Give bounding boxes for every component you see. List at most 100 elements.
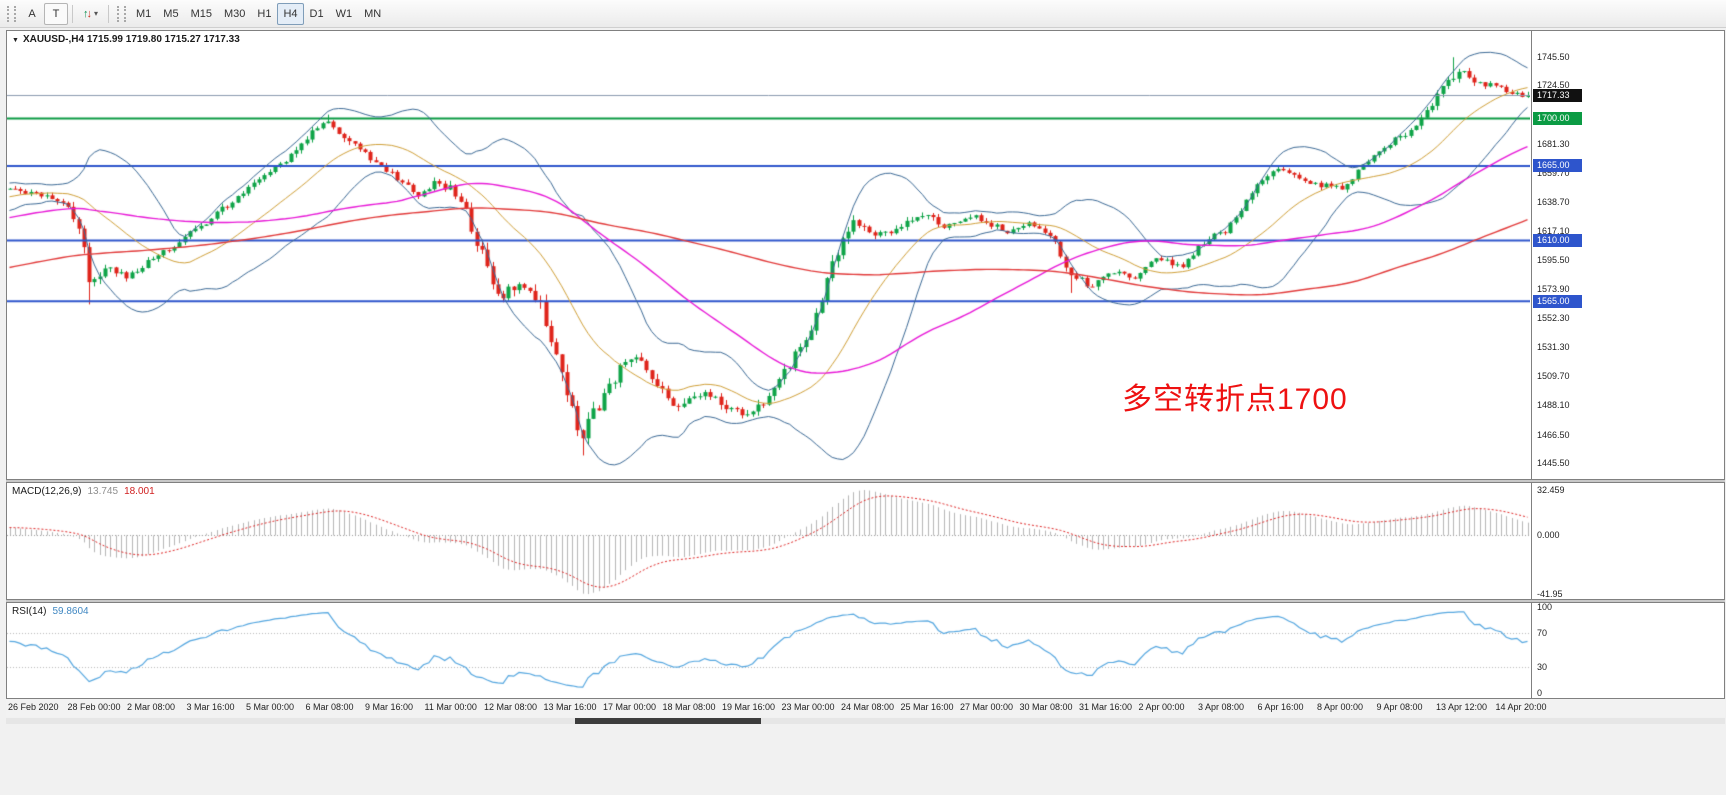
rsi-name: RSI(14) (12, 606, 47, 617)
time-axis-label: 12 Mar 08:00 (484, 702, 538, 712)
rsi-plot (7, 603, 1532, 698)
timeframe-button-m1[interactable]: M1 (130, 3, 157, 25)
time-axis-label: 6 Mar 08:00 (305, 702, 354, 712)
main-chart-canvas[interactable] (7, 31, 1530, 479)
rsi-canvas[interactable] (7, 603, 1530, 698)
arrow-down-icon: ↓ (86, 7, 93, 20)
price-tick-label: 1681.30 (1537, 138, 1570, 149)
macd-axis-label: -41.95 (1537, 589, 1563, 600)
chart-symbol-triangle-icon: ▼ (12, 37, 19, 44)
time-axis-label: 3 Mar 16:00 (186, 702, 235, 712)
time-axis-label: 31 Mar 16:00 (1079, 702, 1133, 712)
time-axis-label: 30 Mar 08:00 (1019, 702, 1073, 712)
time-axis-label: 2 Mar 08:00 (127, 702, 176, 712)
time-axis-label: 27 Mar 00:00 (960, 702, 1014, 712)
time-axis-label: 24 Mar 08:00 (841, 702, 895, 712)
macd-name: MACD(12,26,9) (12, 486, 82, 497)
chart-text-annotation[interactable]: 多空转折点1700 (1122, 383, 1348, 416)
chart-ohlc-text: XAUUSD-,H4 1715.99 1719.80 1715.27 1717.… (22, 34, 240, 45)
price-tick-label: 1488.10 (1537, 400, 1570, 411)
toolbar-grip[interactable] (7, 5, 16, 22)
price-level-tag: 1565.00 (1533, 294, 1582, 308)
timeframe-button-w1[interactable]: W1 (330, 3, 359, 25)
timeframe-button-h4[interactable]: H4 (277, 2, 304, 25)
time-axis-label: 9 Mar 16:00 (365, 702, 414, 712)
macd-main-value: 13.745 (87, 486, 119, 497)
price-tick-label: 1724.50 (1537, 80, 1570, 91)
timeframe-button-m5[interactable]: M5 (157, 3, 184, 25)
time-axis-label: 19 Mar 16:00 (722, 702, 776, 712)
bottom-area (0, 717, 1726, 795)
price-tick-label: 1509.70 (1537, 371, 1570, 382)
timeframe-button-group: M1 M5 M15 M30 H1 H4 D1 W1 MN (130, 2, 387, 25)
h-scrollbar-track[interactable] (6, 718, 1725, 724)
time-axis-label: 8 Apr 00:00 (1317, 702, 1364, 712)
text-label-tool-button[interactable]: A (20, 3, 44, 25)
time-axis[interactable] (6, 699, 1725, 717)
arrow-up-icon: ↑ (83, 7, 89, 20)
time-axis-label: 28 Feb 00:00 (67, 702, 121, 712)
arrows-dropdown-button[interactable]: ↑ ↓ ▾ (77, 3, 104, 25)
rsi-axis-label: 100 (1537, 602, 1553, 612)
h-scrollbar-thumb[interactable] (575, 718, 761, 724)
chart-ohlc-header: ▼ XAUUSD-,H4 1715.99 1719.80 1715.27 1717… (12, 34, 240, 45)
price-tick-label: 1745.50 (1537, 51, 1570, 62)
timeframe-button-m30[interactable]: M30 (218, 3, 251, 25)
rsi-label: RSI(14) 59.8604 (12, 606, 89, 617)
macd-plot (7, 483, 1532, 599)
time-axis-label: 2 Apr 00:00 (1138, 702, 1185, 712)
time-axis-label: 23 Mar 00:00 (781, 702, 835, 712)
time-axis-label: 25 Mar 16:00 (900, 702, 954, 712)
toolbar-grip[interactable] (117, 5, 127, 22)
panel-splitter[interactable] (6, 600, 1725, 602)
time-axis-label: 13 Mar 16:00 (543, 702, 597, 712)
timeframe-button-h1[interactable]: H1 (251, 3, 277, 25)
time-axis-label: 17 Mar 00:00 (603, 702, 657, 712)
time-axis-label: 6 Apr 16:00 (1257, 702, 1304, 712)
main-chart-plot (7, 31, 1532, 479)
time-axis-label: 5 Mar 00:00 (246, 702, 295, 712)
price-tick-label: 1552.30 (1537, 313, 1570, 324)
rsi-axis-label: 30 (1537, 662, 1548, 673)
time-axis-label: 9 Apr 08:00 (1376, 702, 1423, 712)
price-tick-label: 1445.50 (1537, 458, 1570, 469)
macd-signal-value: 18.001 (124, 486, 155, 497)
macd-panel (6, 482, 1725, 600)
macd-axis-label: 0.000 (1537, 530, 1560, 541)
price-tick-label: 1466.50 (1537, 429, 1570, 440)
price-level-tag: 1700.00 (1533, 112, 1582, 126)
time-axis-label: 11 Mar 00:00 (424, 702, 477, 712)
timeframe-button-d1[interactable]: D1 (304, 3, 330, 25)
time-axis-label: 13 Apr 12:00 (1436, 702, 1488, 712)
main-chart-panel (6, 30, 1725, 480)
rsi-axis-label: 70 (1537, 627, 1548, 638)
macd-label: MACD(12,26,9) 13.745 18.001 (12, 486, 155, 497)
price-tick-label: 1617.10 (1537, 225, 1570, 236)
chevron-down-icon: ▾ (94, 9, 99, 18)
price-level-tag: 1610.00 (1533, 233, 1582, 247)
price-tick-label: 1573.90 (1537, 284, 1570, 295)
macd-axis-label: 32.459 (1537, 485, 1565, 496)
price-tick-label: 1659.70 (1537, 168, 1570, 179)
toolbar-separator (72, 4, 73, 23)
price-level-tag: 1665.00 (1533, 159, 1582, 173)
rsi-value: 59.8604 (52, 606, 89, 617)
text-tool-button[interactable]: T (44, 2, 68, 25)
macd-canvas[interactable] (7, 483, 1530, 599)
timeframe-button-mn[interactable]: MN (358, 3, 387, 25)
timeframe-button-m15[interactable]: M15 (185, 3, 218, 25)
toolbar-separator (108, 4, 110, 23)
time-axis-label: 26 Feb 2020 (8, 702, 59, 712)
time-axis-label: 18 Mar 08:00 (662, 702, 716, 712)
price-tick-label: 1595.50 (1537, 255, 1570, 265)
rsi-panel (6, 602, 1725, 699)
time-axis-label: 3 Apr 08:00 (1198, 702, 1245, 712)
price-tick-label: 1531.30 (1537, 341, 1570, 352)
time-axis-label: 14 Apr 20:00 (1495, 702, 1547, 712)
rsi-axis-label: 0 (1537, 688, 1543, 698)
toolbar: A T ↑ ↓ ▾ M1 M5 M15 M30 H1 H4 D1 W1 MN (0, 0, 1726, 28)
current-price-tag: 1717.33 (1533, 88, 1582, 102)
panel-splitter[interactable] (6, 480, 1725, 482)
price-tick-label: 1638.70 (1537, 196, 1570, 207)
